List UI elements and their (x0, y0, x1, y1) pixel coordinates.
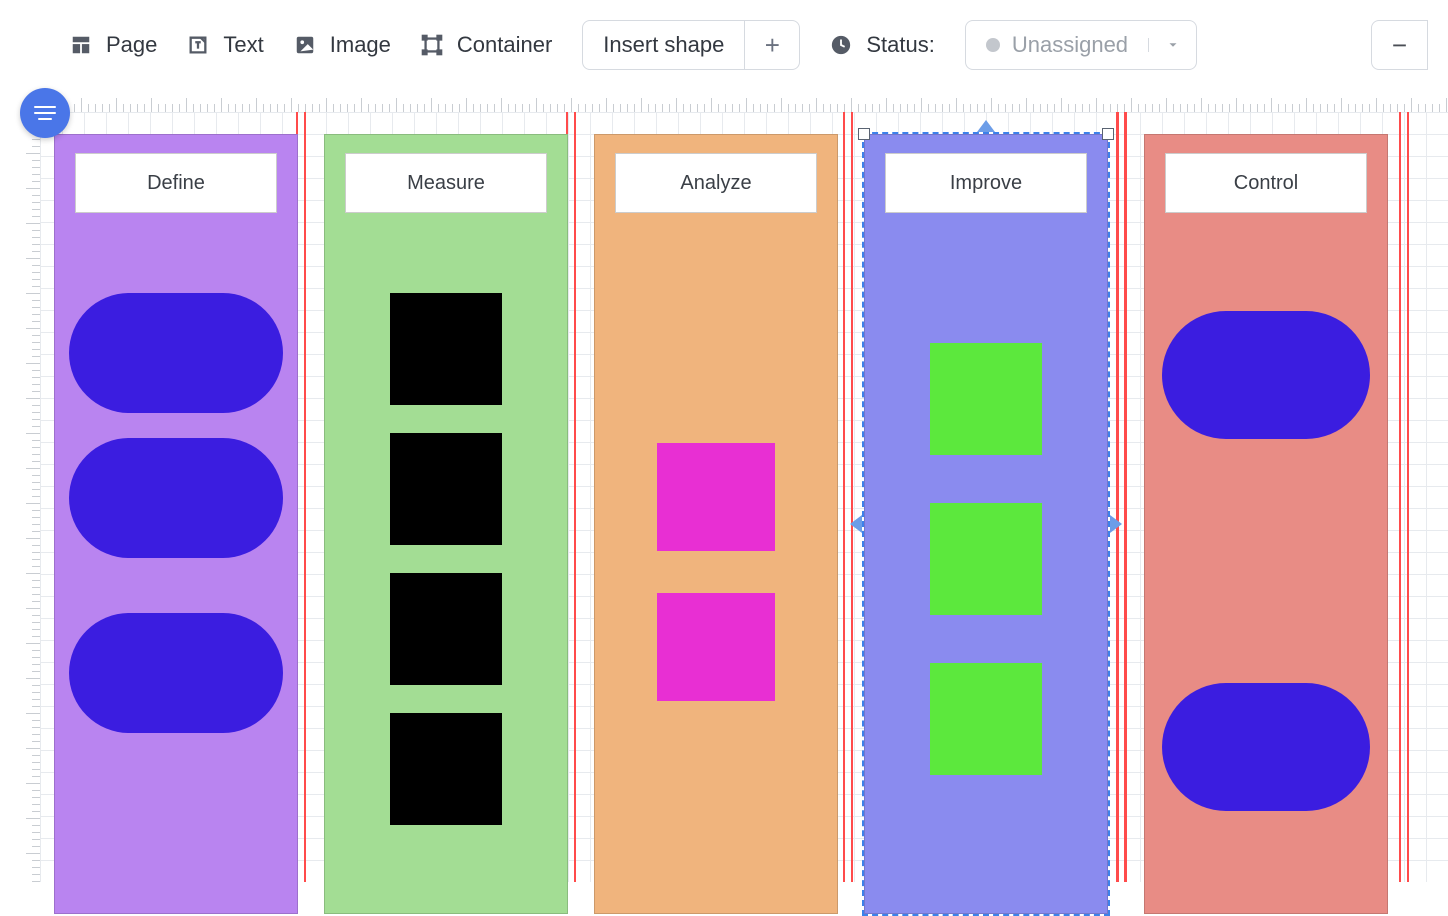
canvas[interactable]: DefineMeasureAnalyzeImproveControl (40, 112, 1448, 882)
process-shape[interactable] (390, 713, 502, 825)
swimlane[interactable]: Measure (324, 134, 568, 914)
alignment-guide[interactable] (843, 112, 845, 882)
terminator-shape[interactable] (1162, 683, 1370, 811)
swimlane-body (595, 213, 837, 896)
text-icon (187, 34, 209, 56)
resize-handle[interactable] (1102, 128, 1114, 140)
text-label: Text (223, 32, 263, 58)
image-icon (294, 34, 316, 56)
minus-icon[interactable]: − (1372, 30, 1427, 61)
swimlane-title[interactable]: Control (1165, 153, 1367, 213)
extend-arrow-left[interactable] (850, 515, 862, 533)
swimlane-title[interactable]: Measure (345, 153, 547, 213)
selection-outline[interactable] (862, 132, 1110, 916)
terminator-shape[interactable] (69, 293, 283, 413)
insert-shape-label: Insert shape (583, 21, 744, 69)
swimlane[interactable]: Analyze (594, 134, 838, 914)
process-shape[interactable] (390, 573, 502, 685)
image-tool[interactable]: Image (294, 32, 391, 58)
swimlane-title[interactable]: Analyze (615, 153, 817, 213)
page-tool[interactable]: Page (70, 32, 157, 58)
zoom-control[interactable]: − (1371, 20, 1428, 70)
alignment-guide[interactable] (1399, 112, 1401, 882)
chevron-down-icon[interactable] (1148, 38, 1196, 52)
status-dot-icon (986, 38, 1000, 52)
status-value-wrap: Unassigned (966, 32, 1148, 58)
plus-icon[interactable]: + (744, 21, 799, 69)
insert-shape-button[interactable]: Insert shape + (582, 20, 800, 70)
extend-arrow-right[interactable] (1110, 515, 1122, 533)
process-shape[interactable] (657, 443, 775, 551)
swimlane[interactable]: Control (1144, 134, 1388, 914)
process-shape[interactable] (390, 433, 502, 545)
page-label: Page (106, 32, 157, 58)
terminator-shape[interactable] (69, 438, 283, 558)
extend-arrow-top[interactable] (977, 120, 995, 132)
text-tool[interactable]: Text (187, 32, 263, 58)
swimlane-body (325, 213, 567, 896)
canvas-wrap: DefineMeasureAnalyzeImproveControl (0, 90, 1448, 882)
process-shape[interactable] (390, 293, 502, 405)
menu-fab[interactable] (20, 88, 70, 138)
toolbar: Page Text Image Container Insert shape +… (0, 0, 1448, 90)
swimlane[interactable]: Define (54, 134, 298, 914)
swimlane-body (55, 213, 297, 896)
status-group: Status: (830, 32, 934, 58)
ruler-horizontal (40, 90, 1448, 112)
clock-icon (830, 34, 852, 56)
ruler-vertical (0, 112, 40, 882)
status-value: Unassigned (1012, 32, 1128, 58)
container-icon (421, 34, 443, 56)
page-icon (70, 34, 92, 56)
image-label: Image (330, 32, 391, 58)
container-label: Container (457, 32, 552, 58)
process-shape[interactable] (657, 593, 775, 701)
resize-handle[interactable] (858, 128, 870, 140)
terminator-shape[interactable] (69, 613, 283, 733)
alignment-guide[interactable] (1116, 112, 1118, 882)
status-label: Status: (866, 32, 934, 58)
terminator-shape[interactable] (1162, 311, 1370, 439)
container-tool[interactable]: Container (421, 32, 552, 58)
swimlane-body (1145, 213, 1387, 896)
swimlane-title[interactable]: Define (75, 153, 277, 213)
status-dropdown[interactable]: Unassigned (965, 20, 1197, 70)
